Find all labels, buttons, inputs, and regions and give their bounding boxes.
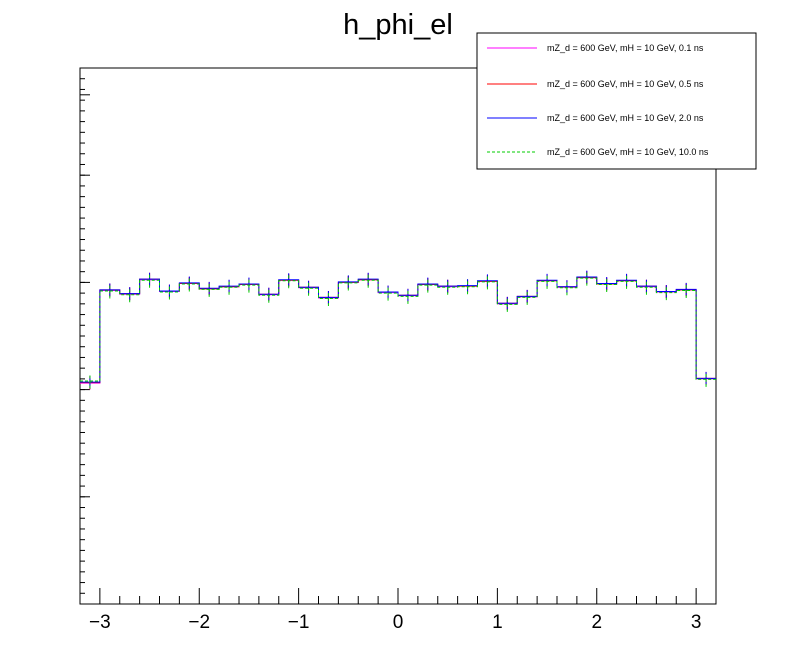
x-tick-label: −1 (288, 612, 310, 633)
legend: mZ_d = 600 GeV, mH = 10 GeV, 0.1 ns mZ_d … (476, 32, 757, 170)
x-tick-label: −2 (188, 612, 210, 633)
x-axis-ticks: −3 −2 −1 0 1 2 3 (79, 588, 717, 633)
series-layer (80, 270, 716, 390)
series-3 (80, 270, 716, 389)
x-tick-label: 0 (393, 612, 404, 633)
series-0 (80, 271, 716, 390)
legend-label: mZ_d = 600 GeV, mH = 10 GeV, 0.5 ns (547, 79, 704, 89)
legend-label: mZ_d = 600 GeV, mH = 10 GeV, 10.0 ns (547, 147, 709, 157)
x-tick-label: 1 (492, 612, 503, 633)
series-1 (80, 271, 716, 390)
chart-title: h_phi_el (343, 9, 453, 41)
x-tick-label: −3 (89, 612, 111, 633)
series-line (80, 276, 716, 383)
legend-label: mZ_d = 600 GeV, mH = 10 GeV, 2.0 ns (547, 113, 704, 123)
legend-label: mZ_d = 600 GeV, mH = 10 GeV, 0.1 ns (547, 43, 704, 53)
x-tick-label: 2 (591, 612, 602, 633)
y-axis-ticks (80, 78, 90, 594)
legend-box (476, 32, 757, 170)
x-tick-label: 3 (691, 612, 702, 633)
series-2 (80, 270, 716, 389)
